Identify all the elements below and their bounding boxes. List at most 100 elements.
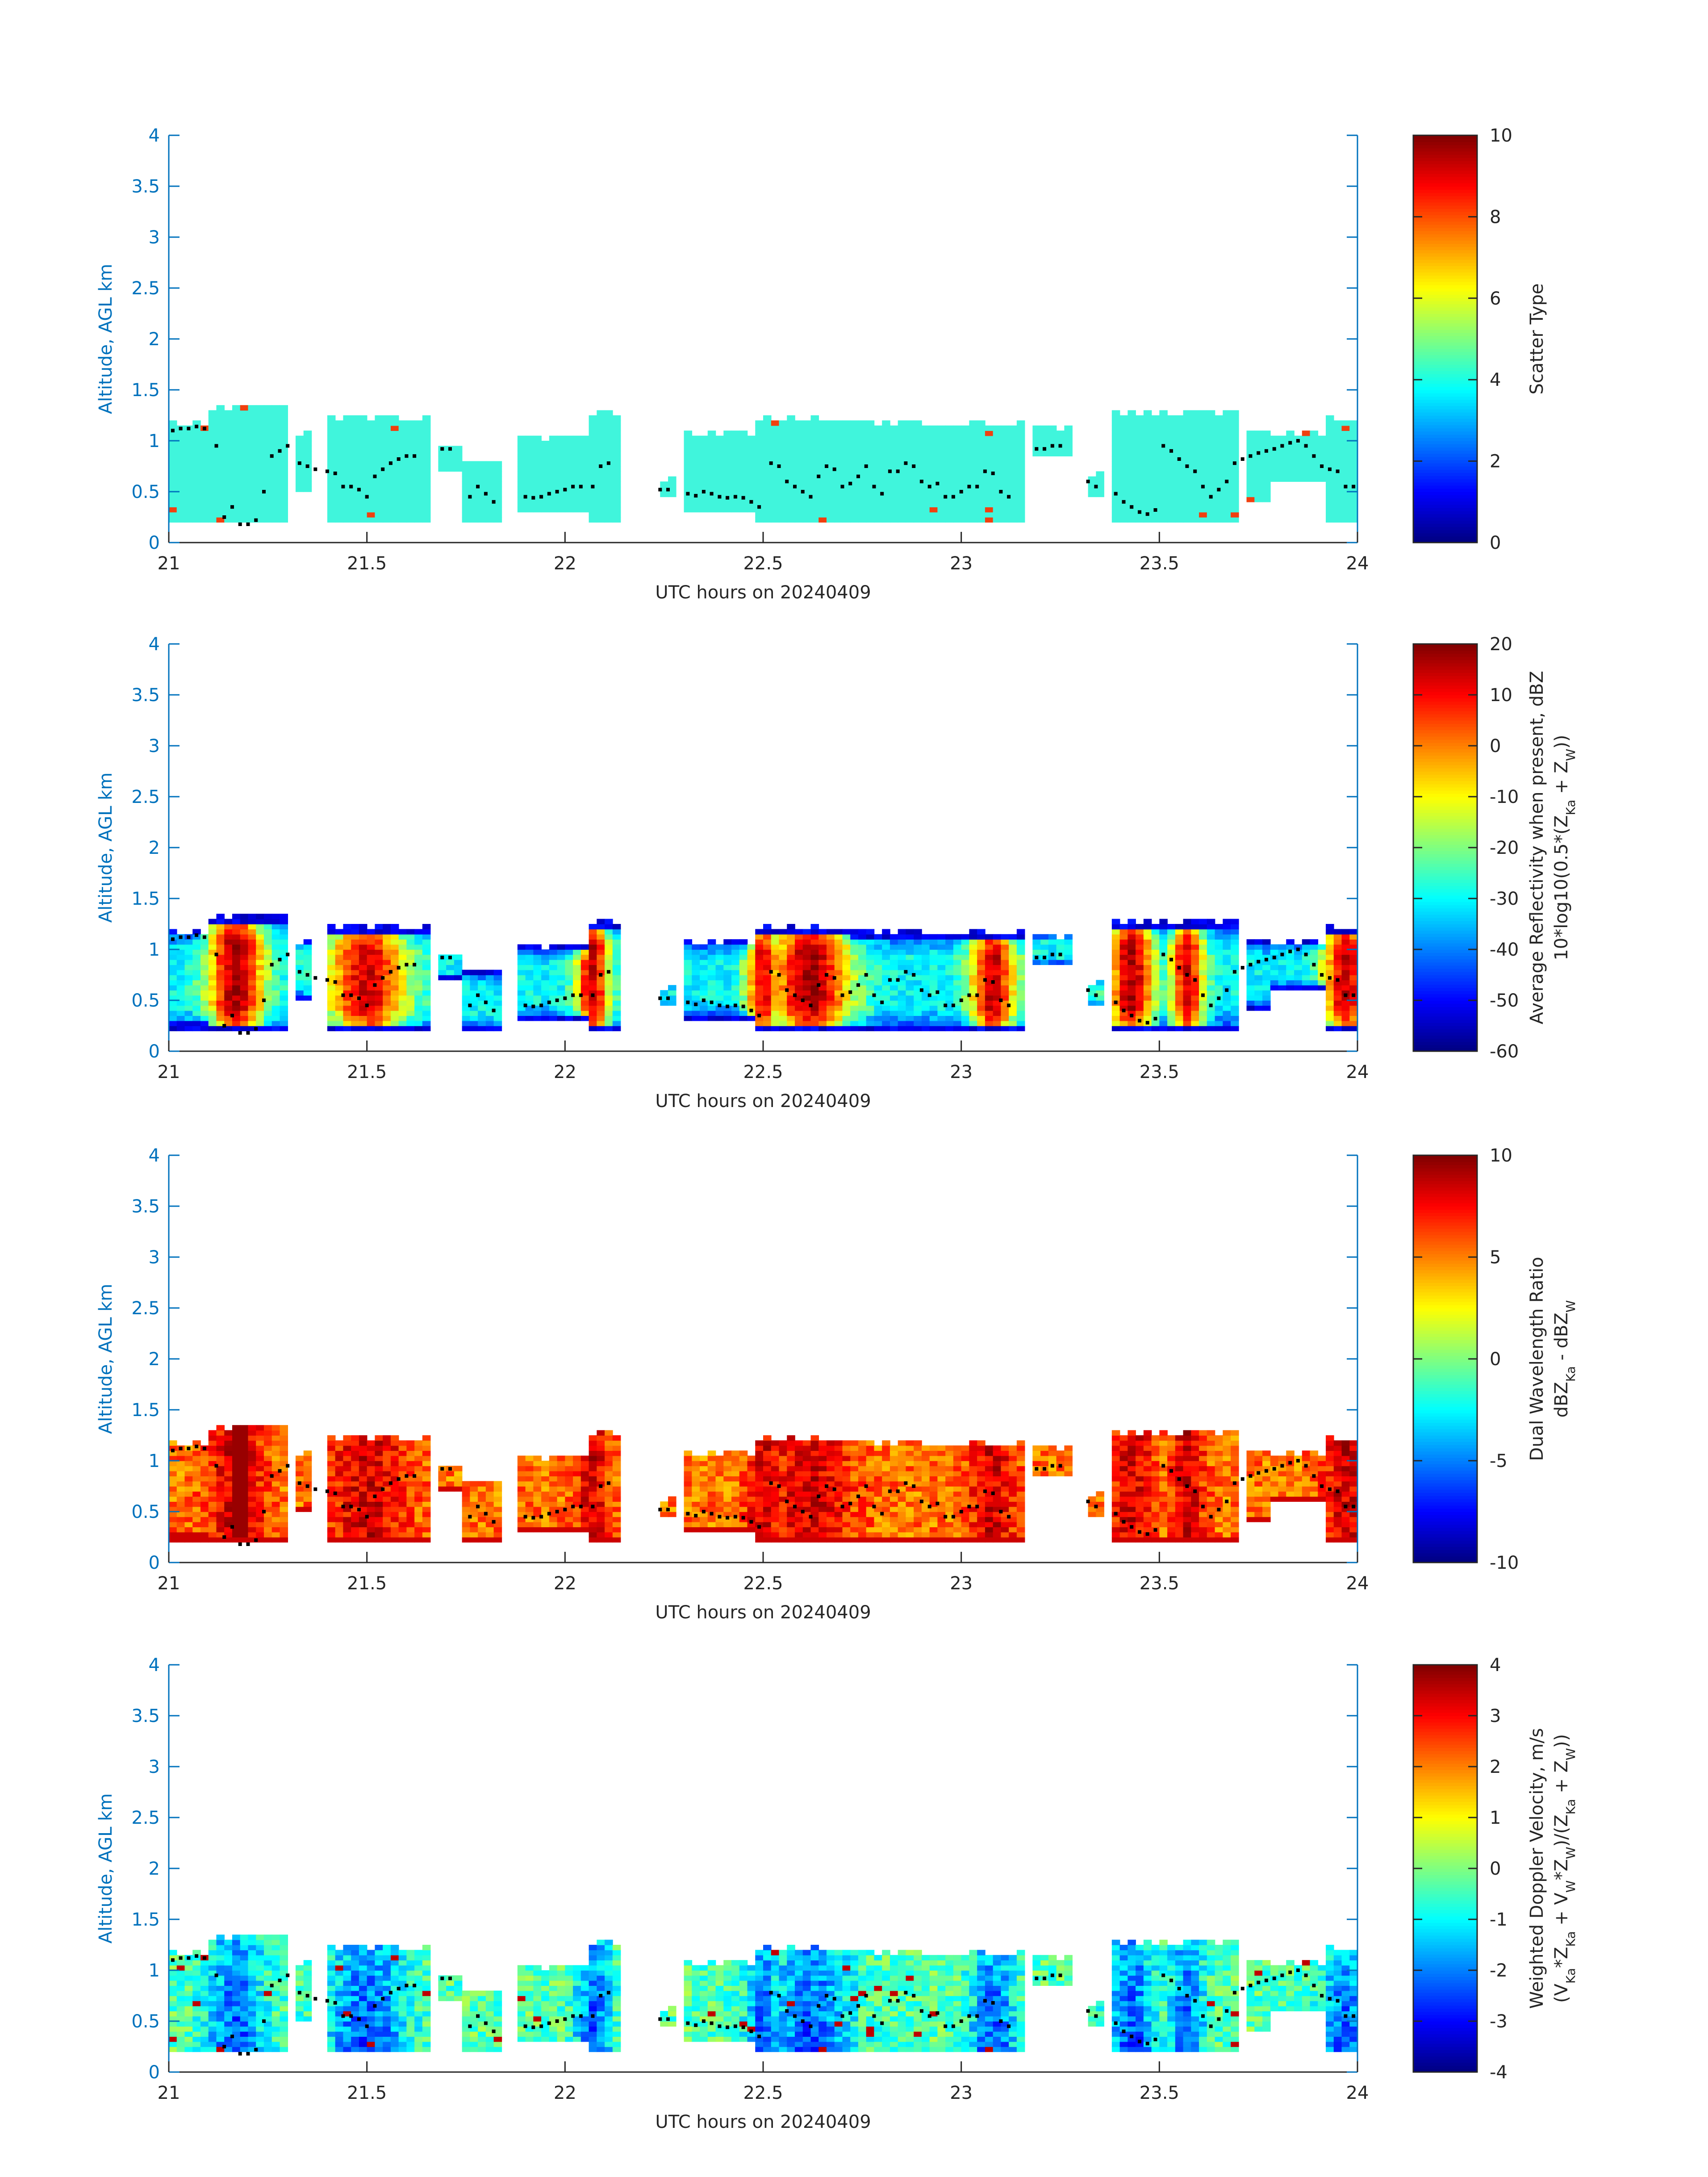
heatmap-cell [1333,486,1342,492]
heatmap-cell [819,446,827,451]
heatmap-cell [390,486,399,492]
heatmap-cell [1199,990,1207,996]
heatmap-cell [493,990,502,996]
heatmap-cell [1333,471,1342,477]
heatmap-cell [1254,486,1263,492]
data-point [848,481,852,485]
heatmap-cell [1183,476,1192,482]
heatmap-cell [216,1005,225,1011]
heatmap-cell [557,1000,566,1006]
heatmap-cell [422,944,431,950]
heatmap-cell [898,949,906,955]
heatmap-cell [1111,929,1120,935]
heatmap-cell [794,501,803,507]
heatmap-cell [961,471,970,477]
heatmap-cell [1318,959,1326,965]
heatmap-cell [723,441,732,447]
heatmap-cell [280,995,288,1001]
heatmap-cell [1183,990,1192,996]
heatmap-cell [684,466,693,472]
heatmap-cell [1143,410,1152,416]
heatmap-cell [1341,939,1350,945]
heatmap-cell [1191,507,1199,513]
heatmap-cell [597,435,605,441]
heatmap-cell [700,456,708,462]
heatmap-cell [1183,501,1192,507]
heatmap-cell [929,461,938,467]
heatmap-cell [914,975,922,981]
heatmap-cell [889,507,898,513]
heatmap-cell [1207,456,1215,462]
data-point [484,492,488,496]
heatmap-cell [367,1000,376,1006]
heatmap-cell [850,1026,859,1032]
colorbar-swatch [1413,526,1477,531]
y-tick-label: 3.5 [131,176,160,197]
heatmap-cell [1326,441,1334,447]
heatmap-cell [1175,435,1184,441]
heatmap-cell [842,1026,851,1032]
heatmap-cell [763,1020,772,1026]
heatmap-cell [1349,456,1358,462]
heatmap-cell [993,1020,1002,1026]
heatmap-cell [684,980,693,986]
heatmap-cell [700,959,708,965]
heatmap-cell [1111,476,1120,482]
heatmap-cell [485,1000,494,1006]
heatmap-cell [810,1020,819,1026]
heatmap-cell [1009,985,1017,990]
colorbar-swatch [1413,164,1477,168]
heatmap-cell [874,975,882,981]
heatmap-cell [929,1005,938,1011]
heatmap-cell [977,451,986,456]
heatmap-cell [398,934,407,940]
colorbar-swatch [1413,501,1477,505]
heatmap-cell [684,965,693,970]
heatmap-cell [898,1000,906,1006]
heatmap-cell [810,924,819,930]
heatmap-cell [1151,985,1160,990]
heatmap-cell [834,512,843,518]
heatmap-cell [1119,451,1128,456]
colorbar-swatch [1413,418,1477,422]
heatmap-cell [280,934,288,940]
heatmap-cell [906,507,914,513]
heatmap-cell [605,1010,613,1016]
heatmap-cell [1246,1005,1255,1011]
heatmap-cell [692,965,700,970]
heatmap-cell [771,1020,780,1026]
heatmap-cell [295,965,304,970]
heatmap-cell [295,990,304,996]
heatmap-cell [589,425,597,431]
heatmap-cell [731,492,740,497]
heatmap-cell [882,1010,890,1016]
heatmap-cell [343,461,351,467]
heatmap-cell [1016,471,1025,477]
heatmap-cell [589,959,597,965]
data-point [1169,449,1173,453]
heatmap-cell [810,435,819,441]
data-point [246,1031,250,1035]
heatmap-cell [858,517,867,523]
heatmap-cell [295,435,304,441]
heatmap-cell [1001,1026,1009,1032]
heatmap-cell [1119,1015,1128,1021]
heatmap-cell [771,980,780,986]
heatmap-cell [1223,929,1231,935]
heatmap-cell [422,435,431,441]
heatmap-cell [1191,969,1199,975]
heatmap-cell [1159,471,1168,477]
heatmap-cell [755,512,764,518]
heatmap-cell [612,934,621,940]
heatmap-cell [176,995,185,1001]
heatmap-cell [470,471,478,477]
heatmap-cell [470,492,478,497]
heatmap-cell [810,512,819,518]
heatmap-cell [1009,466,1017,472]
data-point [202,935,206,939]
heatmap-cell [914,1020,922,1026]
heatmap-cell [1175,990,1184,996]
heatmap-cell [739,969,748,975]
heatmap-cell [1231,995,1239,1001]
heatmap-cell [216,481,225,487]
